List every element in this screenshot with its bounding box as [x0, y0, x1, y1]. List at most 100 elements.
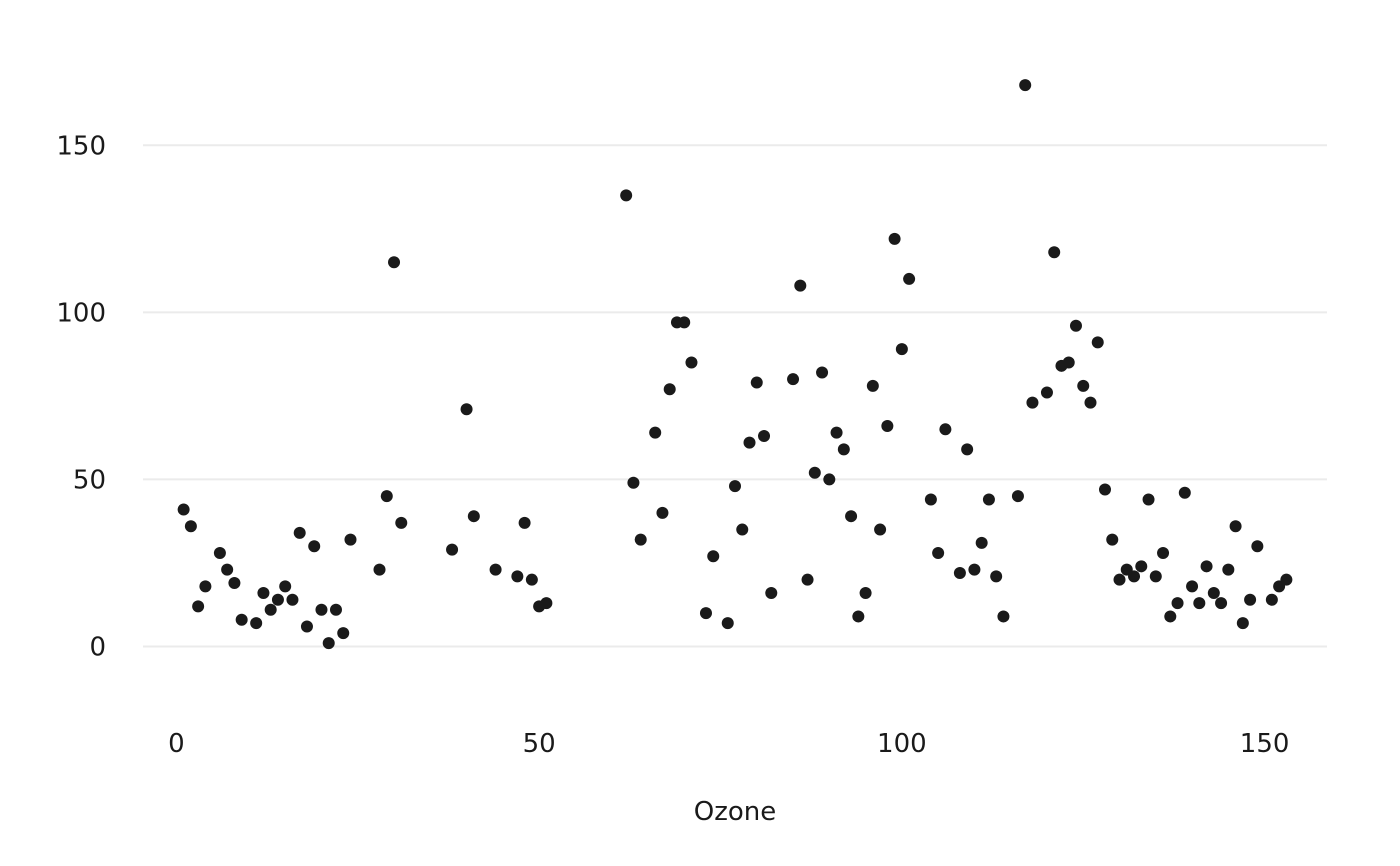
data-point: [787, 373, 800, 386]
data-point: [446, 543, 459, 556]
data-point: [1113, 573, 1126, 586]
data-point: [177, 503, 190, 516]
data-point: [329, 603, 342, 616]
data-point: [300, 620, 313, 633]
data-point: [271, 593, 284, 606]
data-point: [874, 523, 887, 536]
data-point: [293, 526, 306, 539]
data-point: [990, 570, 1003, 583]
data-point: [816, 366, 829, 379]
data-point: [1084, 396, 1097, 409]
data-point: [1157, 546, 1170, 559]
x-tick-label: 100: [877, 729, 927, 759]
data-point: [1149, 570, 1162, 583]
data-point: [837, 443, 850, 456]
data-point: [1222, 563, 1235, 576]
data-point: [1164, 610, 1177, 623]
data-point: [634, 533, 647, 546]
data-point: [903, 272, 916, 285]
data-point: [729, 480, 741, 493]
data-point: [982, 493, 995, 506]
data-point: [961, 443, 974, 456]
data-point: [649, 426, 662, 439]
data-point: [1215, 597, 1228, 610]
data-point: [953, 567, 966, 580]
data-point: [257, 587, 270, 600]
data-point: [830, 426, 843, 439]
data-point: [1128, 570, 1141, 583]
data-point: [627, 476, 640, 489]
data-point: [888, 232, 901, 245]
data-point: [852, 610, 865, 623]
data-point: [758, 429, 771, 442]
data-point: [1171, 597, 1184, 610]
data-point: [1200, 560, 1213, 573]
data-point: [518, 516, 531, 529]
data-point: [250, 617, 263, 630]
data-point: [765, 587, 778, 600]
data-point: [699, 607, 712, 620]
data-point: [975, 536, 988, 549]
data-point: [1207, 587, 1220, 600]
data-point: [685, 356, 698, 369]
data-point: [1077, 379, 1090, 392]
x-tick-label: 0: [168, 729, 185, 759]
data-point: [1142, 493, 1155, 506]
y-tick-label: 50: [73, 465, 106, 495]
data-point: [721, 617, 734, 630]
y-tick-label: 150: [56, 131, 106, 161]
y-tick-labels: 0 50 100 150: [56, 131, 106, 662]
data-point: [1026, 396, 1039, 409]
data-point: [794, 279, 807, 292]
data-point: [373, 563, 386, 576]
data-point: [845, 510, 858, 523]
data-point: [315, 603, 328, 616]
data-point: [192, 600, 205, 613]
data-point: [1236, 617, 1249, 630]
data-point: [859, 587, 872, 600]
data-point: [279, 580, 292, 593]
data-point: [380, 490, 393, 503]
data-point: [736, 523, 749, 536]
data-point: [264, 603, 277, 616]
data-point: [199, 580, 212, 593]
data-point: [1048, 246, 1061, 259]
data-point: [808, 466, 821, 479]
data-point: [525, 573, 538, 586]
data-point: [663, 383, 676, 396]
data-point: [1193, 597, 1206, 610]
grid-lines: [143, 144, 1327, 648]
data-point: [388, 256, 401, 269]
x-tick-label: 50: [523, 729, 556, 759]
data-point: [1265, 593, 1278, 606]
y-tick-label: 0: [89, 633, 106, 663]
data-point: [322, 637, 335, 650]
data-point: [924, 493, 937, 506]
data-point: [939, 423, 952, 436]
data-point: [1229, 520, 1242, 533]
data-point: [656, 506, 669, 519]
data-point: [1069, 319, 1082, 332]
y-tick-label: 100: [56, 298, 106, 328]
x-tick-labels: 0 50 100 150: [168, 729, 1289, 759]
data-point: [1019, 79, 1032, 92]
data-point: [540, 597, 553, 610]
data-point: [221, 563, 234, 576]
data-point: [895, 343, 908, 356]
data-point: [1244, 593, 1257, 606]
data-point: [344, 533, 357, 546]
data-point: [881, 419, 894, 432]
data-point: [1062, 356, 1075, 369]
data-point: [968, 563, 981, 576]
data-point: [213, 546, 226, 559]
data-point: [511, 570, 524, 583]
data-point: [620, 189, 633, 202]
data-point: [1251, 540, 1264, 553]
data-point: [1280, 573, 1293, 586]
data-point: [308, 540, 321, 553]
data-point: [1186, 580, 1199, 593]
data-point: [743, 436, 756, 449]
data-point: [467, 510, 480, 523]
data-point: [1178, 486, 1191, 499]
